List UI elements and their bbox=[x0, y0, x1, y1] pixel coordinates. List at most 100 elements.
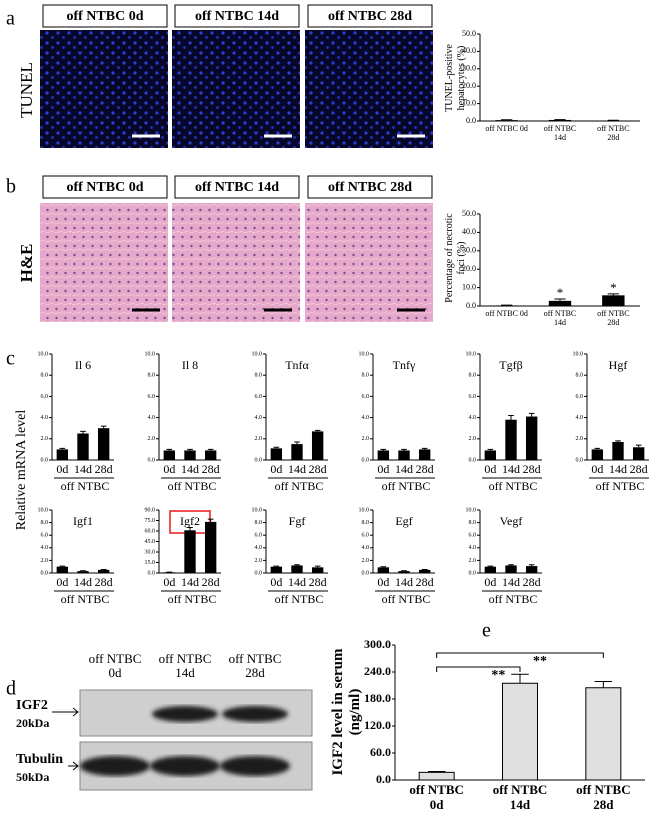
bar bbox=[98, 428, 109, 460]
band bbox=[220, 756, 290, 776]
bar bbox=[612, 442, 623, 460]
x-tick-label: 14d bbox=[395, 462, 413, 476]
error-bar bbox=[101, 426, 107, 428]
bar bbox=[398, 571, 409, 573]
error-bar bbox=[166, 449, 172, 450]
x-tick-label: 14d bbox=[395, 575, 413, 589]
bar bbox=[378, 450, 389, 460]
y-tick-label: 10.0 bbox=[573, 351, 584, 357]
y-tick-label: 45.0 bbox=[145, 539, 156, 545]
y-tick-label: 2.0 bbox=[576, 436, 584, 442]
bar bbox=[291, 444, 302, 460]
y-tick-label: 90.0 bbox=[145, 507, 156, 513]
band-size: 20kDa bbox=[16, 716, 49, 730]
y-axis-label: Percentage of necrotic foci (%) bbox=[444, 208, 467, 308]
x-tick-label: off NTBC 14d bbox=[538, 309, 582, 327]
y-axis-label: TUNEL-positive hepatocytes (%) bbox=[444, 28, 467, 128]
panel-label: a bbox=[6, 8, 15, 30]
bar bbox=[526, 417, 537, 460]
x-axis-label: off NTBC bbox=[382, 592, 431, 606]
y-tick-label: 15.0 bbox=[145, 560, 156, 566]
micrograph bbox=[305, 30, 433, 148]
x-tick-label: 28d bbox=[630, 462, 648, 476]
y-tick-label: 8.0 bbox=[469, 373, 477, 379]
y-tick-label: 8.0 bbox=[41, 520, 49, 526]
x-tick-label: 28d bbox=[309, 575, 327, 589]
x-tick-label: off NTBC 28d bbox=[591, 309, 635, 327]
annotation: * bbox=[610, 280, 617, 295]
label-box: off NTBC 14d bbox=[150, 652, 220, 686]
significance: ** bbox=[533, 654, 547, 669]
x-tick-label: 0d bbox=[377, 462, 389, 476]
error-bar bbox=[315, 430, 321, 431]
y-tick-label: 8.0 bbox=[362, 520, 370, 526]
x-tick-label: 28d bbox=[416, 575, 434, 589]
x-axis-label: off NTBC bbox=[168, 479, 217, 493]
y-tick-label: 10.0 bbox=[252, 507, 263, 513]
x-tick-label: 0d bbox=[484, 462, 496, 476]
error-bar bbox=[380, 567, 386, 568]
y-tick-label: 10.0 bbox=[38, 507, 49, 513]
bracket bbox=[437, 667, 520, 672]
label-box: off NTBC 28d bbox=[591, 124, 635, 150]
x-tick-label: off NTBC 28d bbox=[568, 783, 638, 813]
y-tick-label: 2.0 bbox=[41, 436, 49, 442]
x-tick-label: 0d bbox=[484, 575, 496, 589]
y-tick-label: 2.0 bbox=[469, 436, 477, 442]
y-tick-label: 6.0 bbox=[41, 533, 49, 539]
x-tick-label: off NTBC 28d bbox=[591, 124, 635, 142]
y-tick-label: 2.0 bbox=[362, 558, 370, 564]
x-tick-label: 0d bbox=[270, 575, 282, 589]
bar bbox=[549, 120, 571, 121]
bracket bbox=[437, 653, 604, 658]
label-box: off NTBC 0d bbox=[485, 124, 529, 150]
chart-title: Vegf bbox=[500, 514, 523, 528]
panel-label: e bbox=[482, 620, 491, 642]
error-bar bbox=[636, 445, 642, 447]
x-tick-label: 0d bbox=[377, 575, 389, 589]
y-tick-label: 8.0 bbox=[362, 373, 370, 379]
y-tick-label: 4.0 bbox=[362, 415, 370, 421]
bar bbox=[271, 448, 282, 460]
y-tick-label: 2.0 bbox=[469, 558, 477, 564]
y-tick-label: 0.0 bbox=[376, 772, 391, 786]
y-tick-label: 0.0 bbox=[362, 457, 370, 463]
bar bbox=[602, 295, 624, 306]
x-tick-label: 14d bbox=[74, 575, 92, 589]
arrow bbox=[68, 762, 78, 770]
image-header: off NTBC 14d bbox=[195, 180, 279, 195]
band-size: 50kDa bbox=[16, 770, 49, 784]
band bbox=[152, 706, 218, 722]
y-tick-label: 2.0 bbox=[362, 436, 370, 442]
x-tick-label: off NTBC 0d bbox=[485, 124, 529, 133]
label-box: off NTBC 0d bbox=[402, 783, 472, 817]
micrograph bbox=[305, 203, 433, 322]
x-tick-label: 0d bbox=[56, 575, 68, 589]
y-tick-label: 8.0 bbox=[576, 373, 584, 379]
y-tick-label: 4.0 bbox=[255, 545, 263, 551]
y-tick-label: 4.0 bbox=[469, 545, 477, 551]
error-bar bbox=[208, 449, 214, 450]
error-bar bbox=[508, 565, 514, 566]
band bbox=[222, 706, 288, 722]
y-tick-label: 0.0 bbox=[469, 457, 477, 463]
chart-title: Tgfβ bbox=[499, 358, 522, 372]
y-tick-label: 4.0 bbox=[41, 545, 49, 551]
image-header: off NTBC 28d bbox=[328, 9, 412, 24]
y-tick-label: 0.0 bbox=[576, 457, 584, 463]
x-tick-label: 0d bbox=[56, 462, 68, 476]
y-tick-label: 30.0 bbox=[145, 549, 156, 555]
y-tick-label: 0.0 bbox=[362, 570, 370, 576]
label-box: off NTBC 28d bbox=[568, 783, 638, 817]
label-box: off NTBC 28d bbox=[220, 652, 290, 686]
x-tick-label: 14d bbox=[288, 462, 306, 476]
error-bar bbox=[294, 442, 300, 444]
x-tick-label: off NTBC 0d bbox=[402, 783, 472, 813]
y-tick-label: 4.0 bbox=[362, 545, 370, 551]
error-bar bbox=[594, 448, 600, 449]
y-tick-label: 0.0 bbox=[255, 457, 263, 463]
x-tick-label: 14d bbox=[288, 575, 306, 589]
bar bbox=[164, 450, 175, 460]
row-label: H&E bbox=[17, 244, 36, 283]
bar bbox=[312, 431, 323, 460]
